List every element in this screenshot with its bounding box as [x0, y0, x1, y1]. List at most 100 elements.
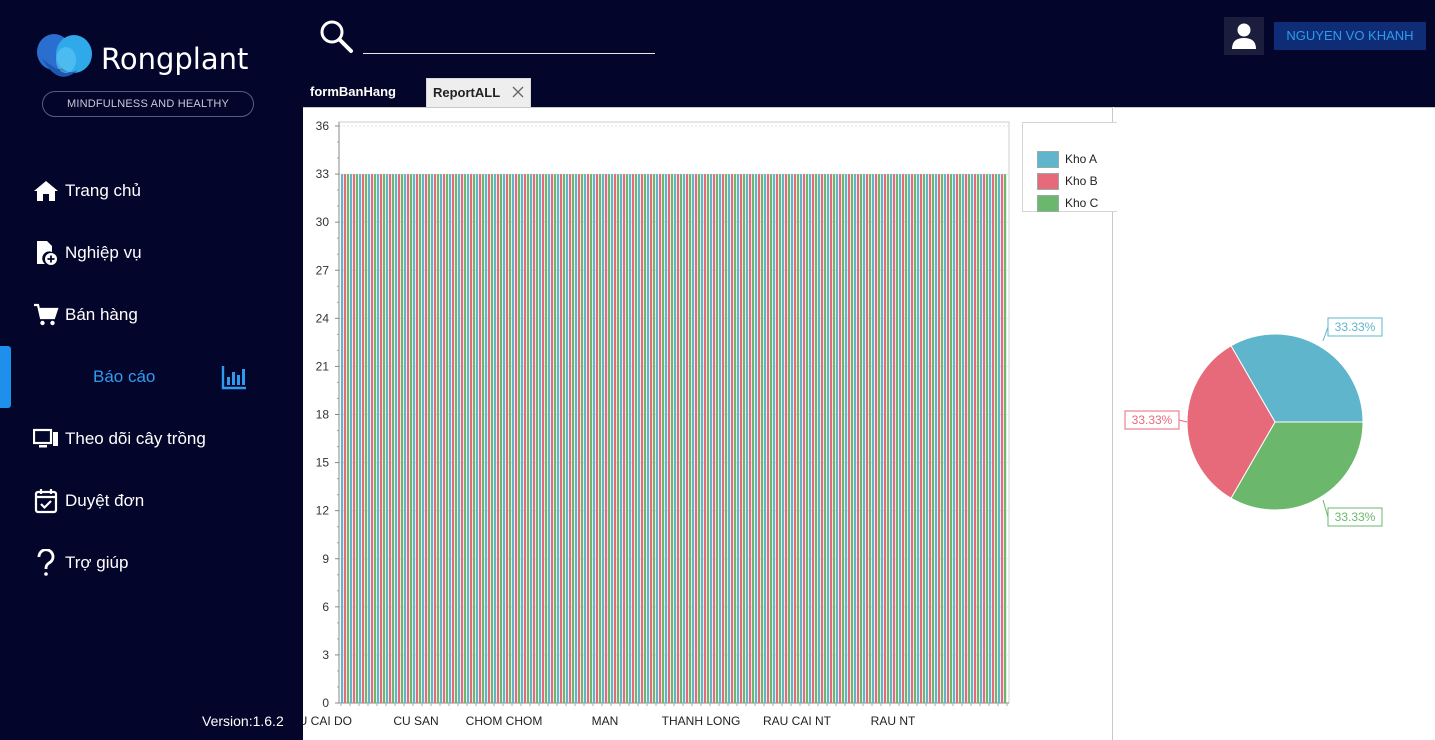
bar [980, 174, 983, 703]
bar [935, 174, 938, 703]
bar [776, 174, 779, 703]
pie-slice-label: 33.33% [1335, 320, 1376, 334]
sidebar-item-reports[interactable]: Báo cáo [0, 355, 303, 399]
bar [608, 174, 611, 703]
pie-slice [1186, 345, 1276, 499]
bar [386, 174, 389, 703]
legend-swatch [1037, 172, 1059, 190]
bar [992, 174, 995, 703]
bar [548, 174, 551, 703]
bar [854, 174, 857, 703]
bar [851, 174, 854, 703]
bar [584, 174, 587, 703]
bar [680, 174, 683, 703]
bar [920, 174, 923, 703]
bar [392, 174, 395, 703]
pie-chart-panel: 33.33% 33.33% 33.33% [1114, 107, 1435, 740]
bar [482, 174, 485, 703]
user-name-button[interactable]: NGUYEN VO KHANH [1274, 22, 1426, 50]
pie-label-box [1327, 317, 1383, 337]
avatar[interactable] [1224, 17, 1264, 55]
y-tick-label: 30 [316, 215, 330, 229]
x-tick-label: RAU NT [871, 714, 916, 728]
bar [365, 174, 368, 703]
y-tick-label: 18 [316, 408, 330, 422]
bar [632, 174, 635, 703]
bar [362, 174, 365, 703]
bar [719, 174, 722, 703]
version-label: Version:1.6.2 [202, 713, 284, 729]
bar [716, 174, 719, 703]
bar [875, 174, 878, 703]
bar [752, 174, 755, 703]
search-icon[interactable] [318, 18, 354, 54]
bar [878, 174, 881, 703]
bar [434, 174, 437, 703]
bar [371, 174, 374, 703]
bar [578, 174, 581, 703]
pie-label-connector [1322, 499, 1329, 518]
bar [734, 174, 737, 703]
y-tick-label: 27 [316, 263, 330, 277]
tab-form-ban-hang[interactable]: formBanHang [304, 78, 402, 108]
bar [554, 174, 557, 703]
tab-report-all[interactable]: ReportALL [426, 78, 531, 108]
bar [416, 174, 419, 703]
bar [545, 174, 548, 703]
monitor-icon [33, 426, 59, 452]
bar [470, 174, 473, 703]
y-tick-label: 36 [316, 119, 330, 133]
sidebar-item-label: Nghiệp vụ [65, 243, 142, 262]
bar [575, 174, 578, 703]
bar [767, 174, 770, 703]
sidebar-item-crop-tracking[interactable]: Theo dõi cây trồng [0, 417, 303, 461]
bar [713, 174, 716, 703]
bar [749, 174, 752, 703]
sidebar-item-help[interactable]: Trợ giúp [0, 541, 303, 585]
bar [779, 174, 782, 703]
bar [572, 174, 575, 703]
bar [1004, 174, 1007, 703]
bar [842, 174, 845, 703]
bar [653, 174, 656, 703]
bar [908, 174, 911, 703]
pie-label-box [1124, 410, 1180, 430]
bar [368, 174, 371, 703]
bar [614, 174, 617, 703]
bar [593, 174, 596, 703]
bar [647, 174, 650, 703]
x-tick-label: CU CAI DO [303, 714, 352, 728]
search-input[interactable] [363, 28, 655, 54]
bar [806, 174, 809, 703]
bar [599, 174, 602, 703]
bar [461, 174, 464, 703]
bar [962, 174, 965, 703]
pie-slice [1230, 333, 1364, 423]
bar [620, 174, 623, 703]
bar [596, 174, 599, 703]
bar [413, 174, 416, 703]
bar [773, 174, 776, 703]
document-add-icon [33, 240, 59, 266]
bar [740, 174, 743, 703]
bar [695, 174, 698, 703]
bar [473, 174, 476, 703]
sidebar-item-operations[interactable]: Nghiệp vụ [0, 231, 303, 275]
close-icon[interactable] [512, 86, 524, 98]
bar [896, 174, 899, 703]
question-icon [33, 549, 59, 576]
sidebar-item-sales[interactable]: Bán hàng [0, 293, 303, 337]
sidebar-item-order-approval[interactable]: Duyệt đơn [0, 479, 303, 523]
sidebar-item-label: Trang chủ [65, 181, 141, 200]
y-tick-label: 24 [316, 311, 330, 325]
bar [689, 174, 692, 703]
bar [947, 174, 950, 703]
bar [638, 174, 641, 703]
bar [860, 174, 863, 703]
sidebar-item-home[interactable]: Trang chủ [0, 169, 303, 213]
pie-slice-label: 33.33% [1132, 413, 1173, 427]
bar [425, 174, 428, 703]
bar [446, 174, 449, 703]
brand-tagline: MINDFULNESS AND HEALTHY [42, 91, 254, 117]
